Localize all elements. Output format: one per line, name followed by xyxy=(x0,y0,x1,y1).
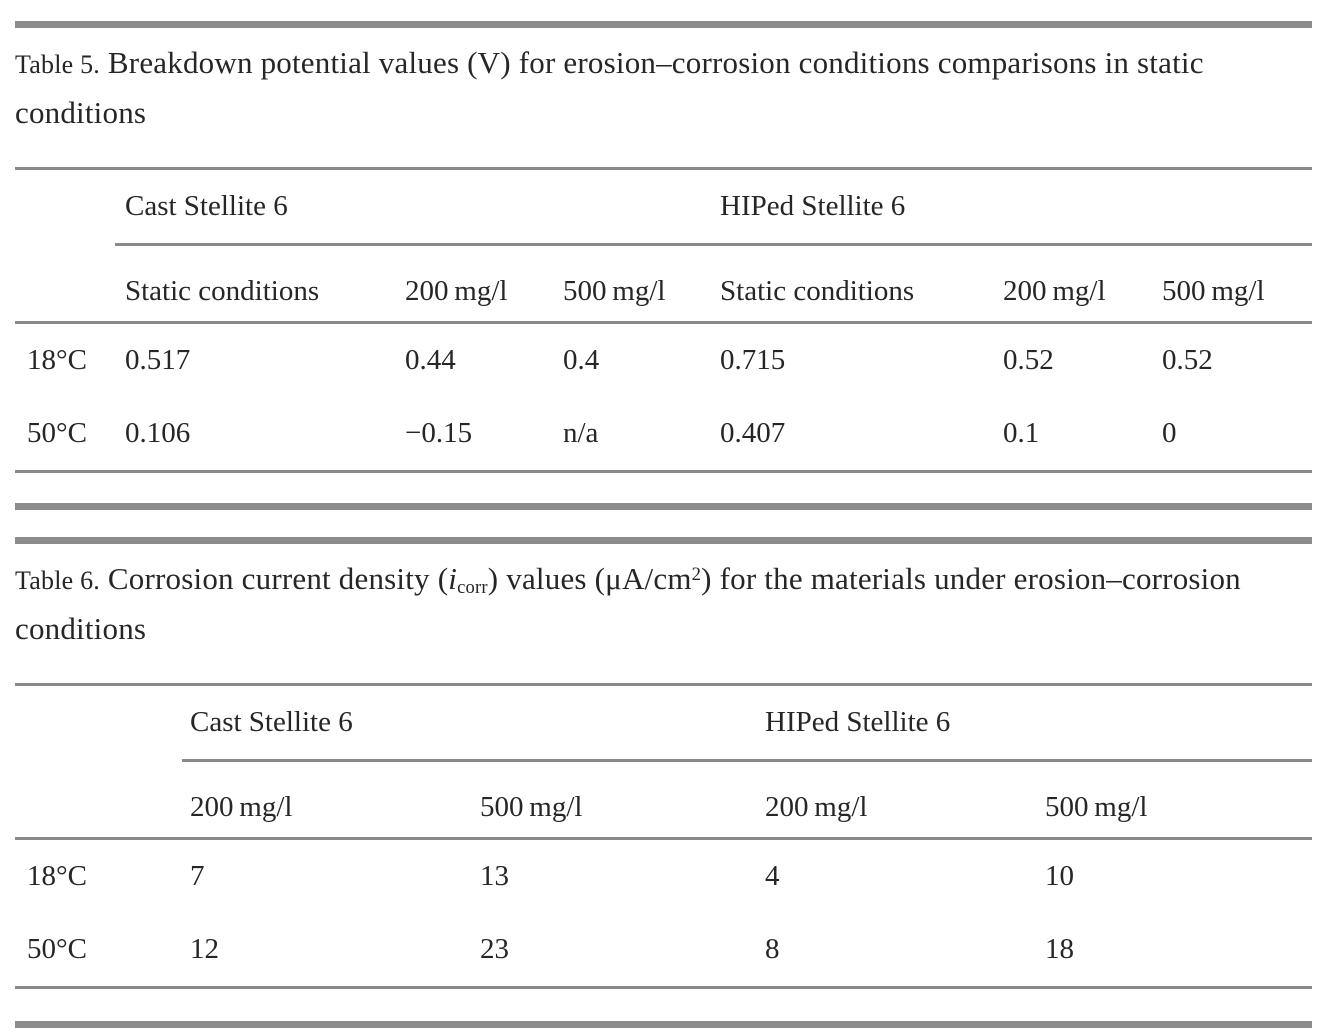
table6-cell: 8 xyxy=(765,913,1045,989)
table6: Cast Stellite 6 HIPed Stellite 6 200 mg/… xyxy=(15,683,1313,989)
table6-title-p1: Corrosion current density ( xyxy=(99,561,449,596)
table5-subheader-stub xyxy=(15,244,115,324)
table6-subheader-cell: 500 mg/l xyxy=(1045,760,1313,840)
top-rule xyxy=(15,21,1312,28)
table5-cell: 0.4 xyxy=(563,344,600,376)
table5-cell: 0.52 xyxy=(1003,344,1054,376)
table5-row-18c: 18°C 0.517 0.44 0.4 0.715 0.52 0.52 xyxy=(15,323,1312,398)
table6-title-p3: ) for the materials under erosion–corros… xyxy=(15,561,1241,646)
table6-label: Table 6. xyxy=(15,566,100,595)
table6-row-label: 50°C xyxy=(15,913,182,989)
table6-group-hiped: HIPed Stellite 6 xyxy=(765,684,1313,762)
table6-cell: 4 xyxy=(765,860,780,892)
table5-cell: 0.407 xyxy=(720,397,1004,473)
table5-cell: 0.44 xyxy=(405,344,456,376)
table6-row-18c: 18°C 7 13 4 10 xyxy=(15,839,1312,914)
table5-row-label: 50°C xyxy=(15,397,115,473)
table5-cell: n/a xyxy=(563,397,721,473)
table5-cell: 0.52 xyxy=(1162,344,1213,376)
table6-group-cast: Cast Stellite 6 xyxy=(182,684,765,762)
table5-subheader-cell: 200 mg/l xyxy=(1003,244,1163,324)
table6-cell: 7 xyxy=(190,860,205,892)
table5-cell: 0.517 xyxy=(125,344,191,376)
table6-cell: 13 xyxy=(480,860,509,892)
table6-top-rule xyxy=(15,537,1312,544)
table5-subheader-cell: 500 mg/l xyxy=(563,244,721,324)
article-page: Table 5. Breakdown potential values (V) … xyxy=(15,21,1313,1028)
table5-subheader-cell: 200 mg/l xyxy=(405,244,563,324)
table6-cell: 10 xyxy=(1045,860,1074,892)
table5-group-stub xyxy=(15,169,115,245)
table5-row-label: 18°C xyxy=(27,344,87,376)
table6-bottom-rule xyxy=(15,1021,1312,1028)
table6-subheader-row: 200 mg/l 500 mg/l 200 mg/l 500 mg/l xyxy=(15,760,1313,840)
table6-title-sub: corr xyxy=(457,577,488,599)
table6-row-label: 18°C xyxy=(27,860,87,892)
table5-label: Table 5. xyxy=(15,50,100,79)
table6-group-stub xyxy=(15,685,182,761)
table6-subheader-cell: 200 mg/l xyxy=(182,760,480,840)
table5-subheader-cell: Static conditions xyxy=(720,244,1004,324)
table6-title-icorr: i xyxy=(448,561,458,596)
table6-title: Table 6. Corrosion current density (icor… xyxy=(15,555,1312,653)
table6-cell: 23 xyxy=(480,913,765,989)
table5-subheader-row: Static conditions 200 mg/l 500 mg/l Stat… xyxy=(15,244,1313,324)
table5-row-50c: 50°C 0.106 −0.15 n/a 0.407 0.1 0 xyxy=(15,397,1313,473)
table6-row-50c: 50°C 12 23 8 18 xyxy=(15,913,1313,989)
table5-group-cast: Cast Stellite 6 xyxy=(115,168,721,246)
table5-cell: −0.15 xyxy=(405,397,563,473)
table6-cell: 12 xyxy=(182,913,480,989)
table6-subheader-stub xyxy=(15,760,182,840)
table5: Cast Stellite 6 HIPed Stellite 6 Static … xyxy=(15,167,1313,473)
table5-group-header-row: Cast Stellite 6 HIPed Stellite 6 xyxy=(15,168,1313,246)
table6-subheader-cell: 200 mg/l xyxy=(765,760,1045,840)
table5-title: Table 5. Breakdown potential values (V) … xyxy=(15,39,1312,137)
table5-cell: 0.106 xyxy=(115,397,405,473)
table5-cell: 0 xyxy=(1162,397,1313,473)
table6-title-p2: ) values (μA/cm xyxy=(487,561,692,596)
table5-bottom-rule xyxy=(15,503,1312,510)
table5-group-hiped: HIPed Stellite 6 xyxy=(720,168,1313,246)
table5-subheader-cell: Static conditions xyxy=(115,244,405,324)
table5-subheader-cell: 500 mg/l xyxy=(1162,244,1313,324)
table5-cell: 0.715 xyxy=(720,344,786,376)
table6-subheader-cell: 500 mg/l xyxy=(480,760,765,840)
table5-title-text: Breakdown potential values (V) for erosi… xyxy=(15,45,1204,130)
table5-cell: 0.1 xyxy=(1003,397,1163,473)
table6-cell: 18 xyxy=(1045,913,1313,989)
table6-title-sup: 2 xyxy=(691,563,702,585)
table6-group-header-row: Cast Stellite 6 HIPed Stellite 6 xyxy=(15,684,1313,762)
